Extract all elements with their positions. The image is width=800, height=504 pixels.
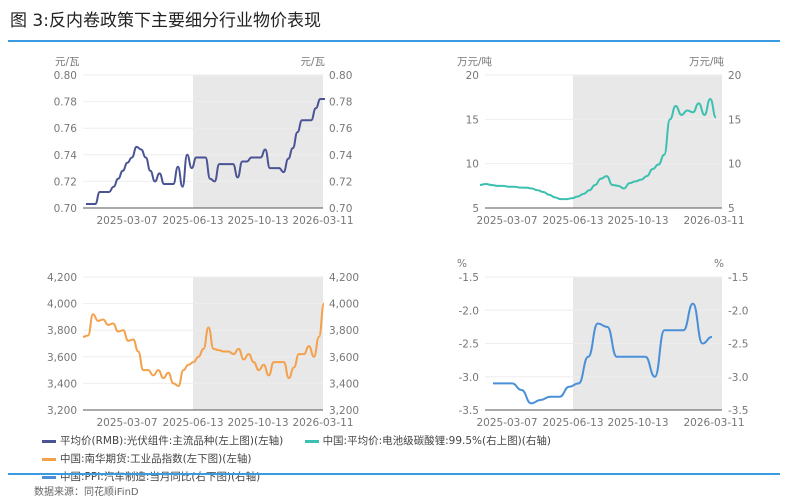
x-tick: 2026-03-11 [683,417,744,429]
series-line [82,302,325,388]
y-tick-left: 10 [466,159,479,171]
y-tick-left: -3.5 [459,405,480,417]
legend-item-pv: 平均价(RMB):光伏组件:主流品种(左上图)(左轴) [42,432,283,450]
y-tick-right: 3,200 [329,405,359,417]
y-tick-left: -2.0 [459,305,480,317]
y-tick-right: 5 [728,203,735,215]
legend-item-lithium: 中国:平均价:电池级碳酸锂:99.5%(右上图)(右轴) [304,432,551,450]
y-tick-right: 4,200 [329,272,359,284]
y-tick-left: 3,600 [47,352,77,364]
chart-3: 4,200 4,200 4,000 4,000 3,800 3,800 3,600 3,600… [47,272,359,429]
x-tick: 2025-06-13 [162,417,223,429]
legend-swatch [42,439,56,443]
figure-title: 图 3:反内卷政策下主要细分行业物价表现 [10,11,321,31]
unit-right: % [714,258,724,270]
y-tick-right: 0.76 [329,123,353,135]
x-tick: 2025-03-07 [476,215,537,227]
y-tick-left: 5 [472,203,479,215]
y-tick-left: 0.78 [54,97,77,109]
y-tick-left: 4,200 [47,272,77,284]
x-tick: 2025-03-07 [96,417,157,429]
y-tick-left: -3.0 [459,372,480,384]
x-tick: 2025-10-13 [607,215,668,227]
y-tick-left: 0.80 [54,70,77,82]
y-tick-right: -1.5 [728,272,749,284]
y-tick-right: 0.78 [329,97,352,109]
y-tick-right: 15 [728,114,741,126]
policy-period-shade [193,75,323,208]
x-tick: 2025-06-13 [162,215,223,227]
y-tick-right: 0.72 [329,176,352,188]
series-line [493,302,713,405]
y-tick-right: -2.0 [728,305,749,317]
title-rule [8,40,780,42]
y-tick-left: 0.72 [54,176,77,188]
x-tick: 2025-06-13 [542,215,603,227]
y-tick-right: 0.74 [329,150,353,162]
y-tick-right: 0.70 [329,203,352,215]
x-tick: 2025-10-13 [607,417,668,429]
x-tick: 2026-03-11 [683,215,744,227]
x-tick: 2025-06-13 [542,417,603,429]
y-tick-left: 3,800 [47,325,77,337]
series-line [479,97,717,201]
footer-rule [8,473,780,475]
policy-period-shade [573,75,722,208]
x-tick: 2026-03-11 [292,215,353,227]
y-tick-right: 20 [728,70,741,82]
y-tick-left: -1.5 [459,272,480,284]
unit-right: 万元/吨 [689,55,725,68]
legend-swatch [304,439,319,443]
y-tick-left: 15 [466,114,479,126]
charts-canvas: 0.80 0.80 0.78 0.78 0.76 0.76 0.74 0.74 0.72 0.72… [47,55,749,429]
legend-label: 中国:平均价:电池级碳酸锂:99.5%(右上图)(右轴) [322,435,551,447]
y-tick-left: 0.76 [54,123,78,135]
x-tick: 2025-03-07 [96,215,157,227]
series-line [86,97,325,206]
chart-4: -1.5 -1.5 -2.0 -2.0 -2.5 -2.5 -3.0 -3.0 -3.5 -3.5… [457,258,749,429]
y-tick-left: 4,000 [47,299,77,311]
x-tick: 2025-10-13 [227,417,288,429]
y-tick-right: -3.5 [728,405,749,417]
data-source: 数据来源：同花顺iFinD [34,487,139,498]
legend: 平均价(RMB):光伏组件:主流品种(左上图)(左轴) 中国:平均价:电池级碳酸… [42,432,782,486]
y-tick-left: 20 [466,70,479,82]
legend-label: 中国:南华期货:工业品指数(左下图)(左轴) [60,453,252,465]
legend-swatch [42,457,56,461]
x-tick: 2026-03-11 [292,417,353,429]
y-tick-right: 3,400 [329,378,359,390]
legend-label: 平均价(RMB):光伏组件:主流品种(左上图)(左轴) [60,435,284,447]
y-tick-left: 3,200 [47,405,77,417]
unit-right: 元/瓦 [300,56,325,68]
x-tick: 2025-10-13 [227,215,288,227]
y-tick-right: 0.80 [329,70,352,82]
y-tick-right: -3.0 [728,372,749,384]
policy-period-shade [193,277,323,410]
y-tick-right: 10 [728,159,741,171]
y-tick-left: 3,400 [47,378,77,390]
y-tick-right: 3,800 [329,325,359,337]
unit-left: % [457,258,467,270]
y-tick-right: -2.5 [728,339,749,351]
y-tick-left: -2.5 [459,339,480,351]
y-tick-left: 0.74 [54,150,78,162]
chart-2: 20 20 15 15 10 10 5 5 万元/吨 万元/吨 2025-03-07 2025-06-… [457,55,745,227]
unit-left: 元/瓦 [55,56,80,68]
x-tick: 2025-03-07 [476,417,537,429]
y-tick-right: 4,000 [329,299,359,311]
legend-item-nanhua: 中国:南华期货:工业品指数(左下图)(左轴) [42,450,251,468]
y-tick-left: 0.70 [54,203,77,215]
unit-left: 万元/吨 [457,55,493,68]
legend-swatch [42,475,56,479]
chart-1: 0.80 0.80 0.78 0.78 0.76 0.76 0.74 0.74 0.72 0.72… [54,56,354,227]
y-tick-right: 3,600 [329,352,359,364]
